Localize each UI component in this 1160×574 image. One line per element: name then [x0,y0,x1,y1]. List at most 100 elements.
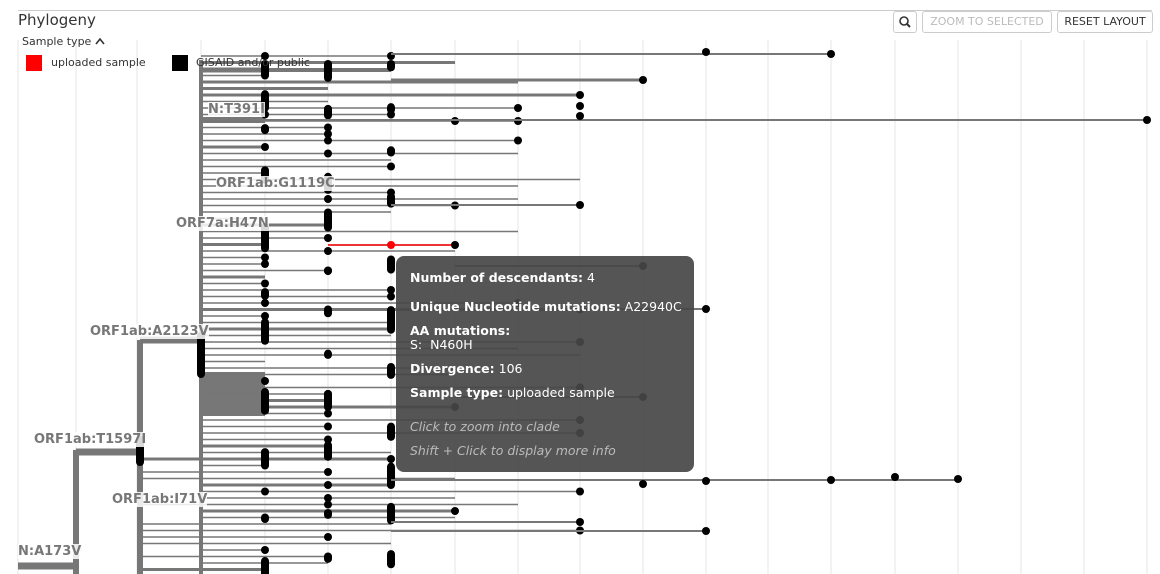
node [261,279,269,288]
node [324,195,332,203]
node [954,475,962,483]
node-cluster [324,349,332,359]
node-cluster [197,332,205,378]
node [324,500,332,509]
node [702,305,710,313]
node [261,253,269,262]
zoom-button[interactable] [893,11,917,33]
node-cluster [387,146,395,157]
node-cluster [387,550,395,569]
node-cluster [324,104,332,120]
node-cluster [387,363,395,379]
legend-title[interactable]: Sample type [22,35,105,48]
caret [95,37,105,45]
branch-label: N:A173V [18,544,82,559]
node-cluster [261,288,269,300]
node [324,123,332,132]
node-cluster [324,306,332,318]
tip-label: AA mutations: [410,323,511,338]
tip-value: 106 [498,361,523,376]
legend-title-text: Sample type [22,35,92,48]
node [827,50,835,58]
node-cluster [387,462,395,488]
node [324,533,332,541]
legend-swatch[interactable] [26,55,42,71]
node [324,435,332,444]
node [261,312,269,320]
node [387,241,395,249]
node-cluster [261,318,269,345]
node [261,260,269,268]
node-cluster [387,103,395,114]
tip-value: S: N460H [410,337,473,352]
tip-value: uploaded sample [507,385,615,400]
node [514,104,522,112]
node-cluster [324,508,332,519]
node [387,292,395,301]
node [261,377,269,385]
node [891,473,899,481]
node [261,546,269,554]
node-cluster [261,388,269,415]
node [324,149,332,158]
node-cluster [324,389,332,409]
node-cluster [324,208,332,232]
node-cluster [261,124,269,135]
node [261,143,269,151]
node [324,494,332,502]
node [827,476,835,484]
tip-value: 4 [587,270,595,285]
node-cluster [387,60,395,72]
node [451,507,459,515]
node [1143,116,1151,124]
reset-layout-button[interactable]: RESET LAYOUT [1057,11,1153,33]
legend-label[interactable]: uploaded sample [51,56,146,69]
node-cluster [324,60,332,82]
tooltip: Number of descendants: 4 Unique Nucleoti… [396,256,694,472]
node-cluster [324,266,332,276]
node [387,162,395,171]
tip-label: Divergence: [410,361,495,376]
node-cluster [261,557,269,574]
node [702,527,710,535]
node-cluster [324,553,332,563]
node [261,299,269,307]
node [387,455,395,463]
zoom-icon [899,16,911,28]
node [576,112,584,120]
tip-hint: Shift + Click to display more info [410,443,616,458]
node [576,487,584,496]
node-cluster [387,255,395,274]
zoom-selected-button[interactable]: ZOOM TO SELECTED [922,11,1052,33]
node [324,234,332,242]
node-cluster [261,448,269,469]
node-cluster [387,306,395,334]
node [324,468,332,476]
tip-value: A22940C [624,299,682,314]
node [514,136,522,145]
node [576,518,584,526]
tip-label: Unique Nucleotide mutations: [410,299,621,314]
tip-label: Number of descendants: [410,270,584,285]
panel-title: Phylogeny [18,11,96,29]
node [451,241,459,249]
divider [18,10,1152,11]
node [324,409,332,418]
node [702,48,710,56]
node [387,286,395,294]
branch-label: ORF1ab:I71V [112,492,208,507]
node [261,487,269,496]
node-cluster [261,514,269,524]
legend-swatch[interactable] [172,55,188,71]
node [324,130,332,138]
node-cluster [387,422,395,441]
branch-label: ORF1ab:A2123V [90,324,209,339]
node-cluster [387,502,395,525]
legend-label[interactable]: GISAID and/or public [196,56,310,69]
node [702,477,710,485]
node [639,76,647,84]
branch-label: ORF1ab:G1119C [216,176,335,191]
node [324,481,332,489]
node [324,247,332,255]
